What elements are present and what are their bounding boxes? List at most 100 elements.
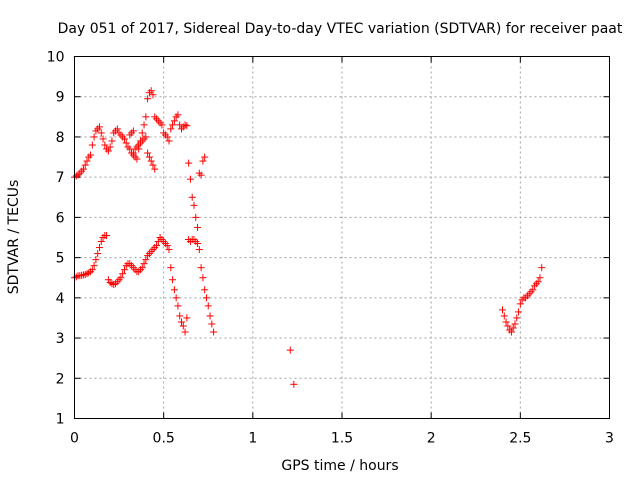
data-point-upper [97,129,105,137]
data-point-upper [183,122,191,130]
data-point-lower [165,246,173,254]
data-point-upper [101,141,109,149]
data-point-upper [120,135,128,143]
data-point-lower [142,256,150,264]
x-axis-label: GPS time / hours [281,458,398,474]
data-point-upper [145,153,153,161]
data-point-lower [210,328,218,336]
data-point-lower [176,312,184,320]
x-tick-label: 2.5 [509,431,531,447]
data-point-lower [202,294,210,302]
data-point-upper [113,125,121,133]
data-point-lower [167,264,175,272]
y-tick-label: 2 [56,371,65,387]
data-point-upper [201,153,209,161]
data-point-late [515,308,523,316]
data-point-lower [94,250,102,258]
data-point-late [536,274,544,282]
data-point-upper [83,157,91,165]
axis-ticks: 0 0.5 1 1.5 2 2.5 3 1 2 3 4 5 6 7 8 9 10 [47,50,614,447]
data-point-late [529,286,537,294]
x-tick-label: 2 [427,431,436,447]
data-point-upper [181,121,189,129]
data-point-upper [133,155,141,163]
data-point-upper [104,147,112,155]
data-point-late [511,320,519,328]
data-point-upper [129,127,137,135]
data-point-upper [199,157,207,165]
data-point-lower [90,262,98,270]
data-point-lower [172,294,180,302]
data-point-late [499,306,506,314]
data-point-late [513,314,521,322]
data-point-upper [138,129,146,137]
data-point-lower [103,231,111,239]
data-point-lower [197,264,205,272]
data-point-upper [142,113,150,121]
data-point-late [507,328,515,336]
data-point-upper [129,149,137,157]
data-point-upper [81,161,89,169]
data-point-lower [195,246,203,254]
data-point-upper [174,111,182,119]
y-tick-label: 9 [56,90,65,106]
data-point-late [504,322,512,330]
data-point-lower [204,302,212,310]
data-point-lower [85,269,93,277]
y-tick-label: 7 [56,170,65,186]
x-tick-label: 0.5 [153,431,175,447]
data-point-upper [142,133,150,141]
data-point-lower [201,286,209,294]
data-point-lower [170,286,178,294]
y-tick-label: 6 [56,210,65,226]
data-point-lower [72,273,80,281]
data-point-lower [117,274,125,282]
data-point-lower [138,264,146,272]
data-point-upper [167,125,175,133]
data-point-lower [174,302,182,310]
data-point-upper [149,91,157,99]
data-point-late [509,324,517,332]
data-point-late [538,264,546,272]
y-tick-label: 5 [56,251,65,267]
x-tick-label: 1 [248,431,257,447]
data-point-lower [106,279,114,287]
data-point-upper [79,165,87,173]
data-point-upper [194,223,202,231]
data-point-late [516,300,524,308]
data-point-lower [83,270,91,278]
data-point-isolated [286,346,294,354]
data-point-upper [190,201,198,209]
data-point-upper [140,121,148,129]
data-point-upper [106,143,114,151]
data-point-upper [192,213,200,221]
data-point-upper [151,165,159,173]
data-point-upper [186,175,194,183]
data-point-upper [144,149,152,157]
data-point-lower [81,271,89,279]
y-tick-label: 4 [56,291,65,307]
y-tick-label: 1 [56,412,65,428]
data-point-upper [158,121,166,129]
data-point-upper [144,95,152,103]
data-point-upper [108,137,116,145]
data-point-lower [97,238,105,246]
y-axis-label: SDTVAR / TECUs [6,180,22,295]
data-point-isolated [290,380,298,388]
grid-lines [74,56,610,419]
data-point-lower [153,242,161,250]
plot-frame [74,56,610,419]
data-point-lower [183,314,191,322]
data-point-lower [119,270,127,278]
data-point-upper [95,123,103,131]
y-tick-label: 10 [47,50,65,66]
data-point-upper [99,135,107,143]
data-point-lower [120,266,128,274]
data-point-lower [199,274,207,282]
data-point-upper [185,159,193,167]
data-point-lower [169,276,177,284]
data-point-upper [90,133,98,141]
data-point-lower [92,256,100,264]
data-point-upper [87,151,95,159]
